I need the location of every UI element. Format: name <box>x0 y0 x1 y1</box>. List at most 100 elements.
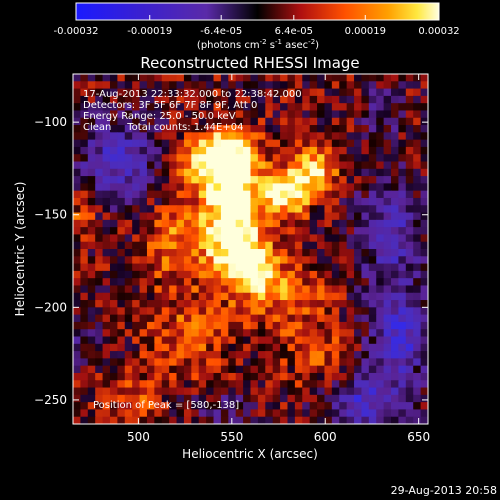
heatmap-cell <box>346 270 355 279</box>
heatmap-cell <box>243 256 252 265</box>
heatmap-cell <box>154 234 163 243</box>
heatmap-cell <box>139 103 148 112</box>
heatmap-cell <box>243 285 252 294</box>
heatmap-cell <box>243 372 252 381</box>
heatmap-cell <box>309 81 318 90</box>
heatmap-cell <box>124 300 133 308</box>
heatmap-cell <box>339 103 348 112</box>
heatmap-cell <box>265 256 274 265</box>
heatmap-cell <box>161 307 170 316</box>
heatmap-cell <box>243 300 252 308</box>
heatmap-cell <box>420 394 428 403</box>
heatmap-cell <box>102 161 111 170</box>
heatmap-cell <box>391 351 400 359</box>
heatmap-cell <box>169 212 178 221</box>
heatmap-cell <box>87 183 96 192</box>
heatmap-cell <box>183 176 192 184</box>
heatmap-cell <box>117 183 126 192</box>
heatmap-cell <box>87 227 96 236</box>
heatmap-cell <box>383 241 392 250</box>
heatmap-cell <box>73 95 81 104</box>
heatmap-cell <box>87 103 96 112</box>
heatmap-cell <box>95 139 104 148</box>
heatmap-cell <box>95 154 104 163</box>
heatmap-cell <box>220 212 229 221</box>
heatmap-cell <box>132 190 141 199</box>
heatmap-cell <box>109 387 118 396</box>
heatmap-cell <box>420 351 428 359</box>
heatmap-cell <box>87 81 96 90</box>
heatmap-cell <box>191 307 200 316</box>
heatmap-cell <box>413 321 422 330</box>
heatmap-cell <box>287 314 296 323</box>
heatmap-cell <box>294 117 303 126</box>
heatmap-cell <box>73 263 81 272</box>
heatmap-cell <box>257 212 266 221</box>
heatmap-cell <box>250 270 259 279</box>
heatmap-cell <box>302 146 311 155</box>
heatmap-cell <box>354 190 363 199</box>
heatmap-cell <box>132 256 141 265</box>
heatmap-cell <box>102 321 111 330</box>
heatmap-cell <box>124 380 133 389</box>
heatmap-cell <box>391 358 400 367</box>
heatmap-cell <box>361 132 370 141</box>
heatmap-cell <box>191 256 200 265</box>
heatmap-cell <box>339 372 348 381</box>
heatmap-cell <box>265 394 274 403</box>
heatmap-cell <box>243 132 252 141</box>
heatmap-cell <box>324 402 333 411</box>
heatmap-cell <box>317 132 326 141</box>
heatmap-cell <box>287 270 296 279</box>
heatmap-cell <box>398 372 407 381</box>
heatmap-cell <box>331 117 340 126</box>
heatmap-cell <box>73 176 81 184</box>
heatmap-cell <box>376 387 385 396</box>
heatmap-cell <box>324 205 333 214</box>
heatmap-cell <box>161 95 170 104</box>
heatmap-cell <box>235 351 244 359</box>
heatmap-cell <box>413 409 422 418</box>
heatmap-cell <box>420 154 428 163</box>
heatmap-cell <box>132 168 141 177</box>
heatmap-cell <box>109 343 118 352</box>
heatmap-cell <box>265 154 274 163</box>
heatmap-cell <box>87 146 96 155</box>
heatmap-cell <box>398 292 407 301</box>
heatmap-cell <box>294 256 303 265</box>
heatmap-cell <box>73 307 81 316</box>
heatmap-cell <box>198 234 207 243</box>
heatmap-cell <box>243 336 252 345</box>
heatmap-cell <box>420 358 428 367</box>
heatmap-cell <box>95 146 104 155</box>
heatmap-cell <box>331 219 340 228</box>
heatmap-cell <box>139 219 148 228</box>
heatmap-cell <box>257 103 266 112</box>
heatmap-cell <box>73 81 81 90</box>
heatmap-cell <box>354 365 363 374</box>
heatmap-cell <box>191 416 200 424</box>
heatmap-cell <box>346 249 355 257</box>
heatmap-cell <box>250 183 259 192</box>
heatmap-cell <box>191 103 200 112</box>
heatmap-cell <box>391 285 400 294</box>
heatmap-cell <box>109 212 118 221</box>
heatmap-cell <box>376 132 385 141</box>
heatmap-cell <box>73 88 81 97</box>
heatmap-cell <box>376 263 385 272</box>
heatmap-cell <box>257 329 266 338</box>
heatmap-cell <box>117 117 126 126</box>
heatmap-cell <box>413 234 422 243</box>
heatmap-cell <box>280 154 289 163</box>
heatmap-cell <box>124 146 133 155</box>
heatmap-cell <box>132 241 141 250</box>
heatmap-cell <box>339 95 348 104</box>
heatmap-cell <box>95 132 104 141</box>
heatmap-cell <box>420 227 428 236</box>
heatmap-cell <box>331 176 340 184</box>
heatmap-cell <box>176 183 185 192</box>
heatmap-cell <box>398 300 407 308</box>
heatmap-cell <box>95 117 104 126</box>
heatmap-cell <box>265 372 274 381</box>
heatmap-cell <box>250 300 259 308</box>
